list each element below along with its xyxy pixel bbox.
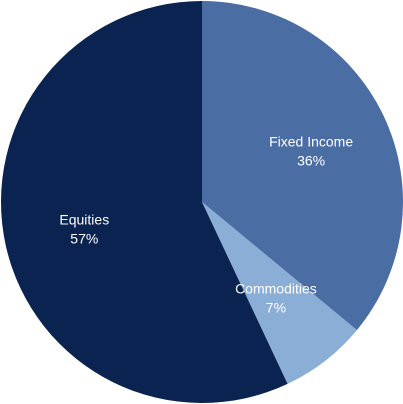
slice-label-fixed-income: Fixed Income 36% <box>269 134 353 169</box>
slice-percent-text: 36% <box>297 153 325 169</box>
slice-name-text: Fixed Income <box>269 134 353 150</box>
pie-labels: Fixed Income 36% Commodities 7% Equities 57% <box>59 134 353 316</box>
slice-percent-text: 57% <box>70 230 98 246</box>
pie-slice-fixed-income <box>202 1 403 331</box>
slice-name-text: Commodities <box>235 280 317 296</box>
slice-name-text: Equities <box>59 211 109 227</box>
pie-slice-commodities <box>202 202 357 384</box>
slice-label-equities: Equities 57% <box>59 211 109 246</box>
slice-label-commodities: Commodities 7% <box>235 280 317 315</box>
pie-slice-equities <box>0 1 288 403</box>
slice-percent-text: 7% <box>266 299 286 315</box>
